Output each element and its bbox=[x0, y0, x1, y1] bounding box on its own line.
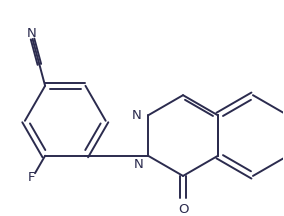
Text: N: N bbox=[132, 109, 142, 122]
Text: N: N bbox=[133, 158, 143, 171]
Text: O: O bbox=[178, 203, 188, 216]
Text: N: N bbox=[26, 27, 36, 40]
Text: F: F bbox=[28, 171, 36, 184]
